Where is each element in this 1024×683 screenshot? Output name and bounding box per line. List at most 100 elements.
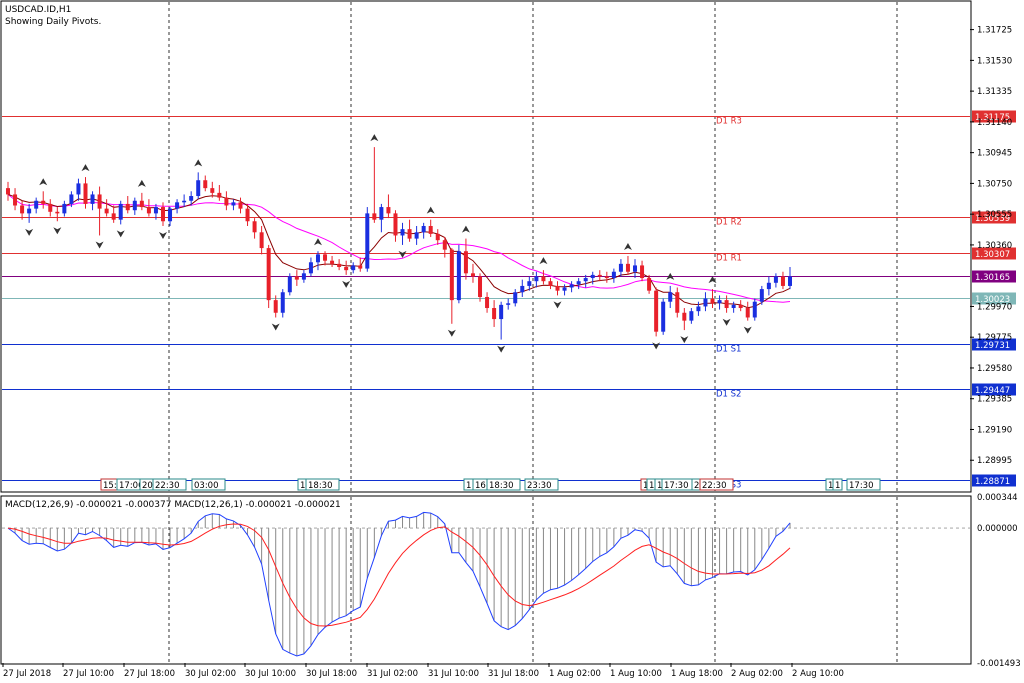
candle-body [407,229,412,239]
candle-body [661,301,666,332]
fractal-down-arrow [95,241,104,249]
price-tick-label: 1.29190 [977,425,1012,435]
price-tick-label: 1.30750 [977,179,1012,189]
candle-body [20,205,25,214]
pivot-price-label: 1.29447 [975,386,1010,396]
candle-body [590,274,595,279]
pivot-price-box [972,270,1016,283]
candle-body [125,203,130,211]
fractal-down-arrow [652,342,661,350]
fractal-up-arrow [623,242,632,250]
vertical-separators [168,2,898,663]
fractal-down-arrow [158,231,167,239]
chart-subtitle: Showing Daily Pivots. [5,17,101,27]
candle-body [414,232,419,239]
pivot-price-box [972,338,1016,351]
price-tick-label: 1.29970 [977,302,1012,312]
fractal-up-arrow [708,276,717,284]
fractal-up-arrow [370,134,379,142]
event-tag-text: 22:30 [702,481,727,491]
time-tick-label: 27 Jul 10:00 [63,669,114,679]
price-tick-label: 1.30945 [977,149,1012,159]
candle-body [449,249,454,301]
time-tick-label: 1 Aug 02:00 [549,669,601,679]
price-tick-label: 1.31335 [977,87,1012,97]
fractal-down-arrow [743,326,752,334]
candle-body [604,276,609,279]
event-tag-text: 1 [643,481,648,491]
fractal-down-arrow [25,228,34,236]
candle-body [668,292,673,302]
candle-body [633,265,638,272]
candle-body [640,265,645,279]
candle-body [132,200,137,211]
candle-body [238,202,243,209]
time-tick-label: 2 Aug 10:00 [792,669,844,679]
candle-body [788,276,792,286]
fractal-up-arrow [666,272,675,280]
event-tag-box [305,478,340,491]
candle-body [27,208,32,214]
candle-body [6,188,10,195]
candle-body [34,200,39,209]
candle-body [175,202,180,209]
fractal-up-arrow [39,178,48,186]
candle-body [745,308,750,318]
candle-body [513,292,518,304]
time-tick-label: 1 Aug 18:00 [671,669,723,679]
macd-tick-label: 0.000344 [977,493,1018,503]
fractal-up-arrow [461,225,470,233]
price-tick-label: 1.31140 [977,118,1012,128]
candle-body [393,213,398,236]
pivot-price-label: 1.30023 [975,295,1010,305]
event-tag-text: 22:30 [155,481,180,491]
event-tag-text: 17:00 [119,481,144,491]
candle-body [308,262,313,274]
event-tag-box [832,478,843,491]
time-tick-label: 30 Jul 02:00 [185,669,236,679]
fractal-down-arrow [553,301,562,309]
pivot-price-box [972,292,1016,305]
event-tag-text: 16: [475,481,489,491]
event-tag-text: 1 [649,481,654,491]
fractal-up-arrow [539,257,548,265]
candle-body [97,194,102,209]
candle-body [196,180,201,197]
pivot-price-label: 1.30307 [975,250,1010,260]
event-tag-box [486,478,521,491]
candle-body [217,192,222,198]
candle-body [611,271,616,279]
candle-body [189,196,194,201]
candle-body [259,232,264,249]
candle-body [400,229,405,236]
event-tag-text: 17:30 [664,481,689,491]
event-tag-box [699,478,734,491]
price-tick-label: 1.30360 [977,241,1012,251]
price-tick-label: 1.30555 [977,210,1012,220]
candle-body [252,221,257,233]
candle-body [344,267,349,271]
candle-body [780,276,785,286]
candle-body [386,207,391,214]
macd-line [7,511,791,657]
fractal-down-arrow [116,230,125,238]
event-tag-text: 18:30 [308,481,333,491]
candle-body [337,263,342,268]
fractal-down-arrow [680,336,689,344]
candle-body [499,304,504,320]
fractal-up-arrow [81,164,90,172]
event-tag-text: 1 [300,481,305,491]
candle-body [160,207,165,222]
candle-body [287,276,292,293]
candle-body [703,298,708,307]
candle-body [534,276,539,282]
pivot-price-box [972,110,1016,123]
candle-body [527,281,532,286]
candle-body [203,180,208,189]
fractal-down-arrow [53,227,62,235]
candle-body [168,208,173,222]
candle-body [118,203,123,220]
